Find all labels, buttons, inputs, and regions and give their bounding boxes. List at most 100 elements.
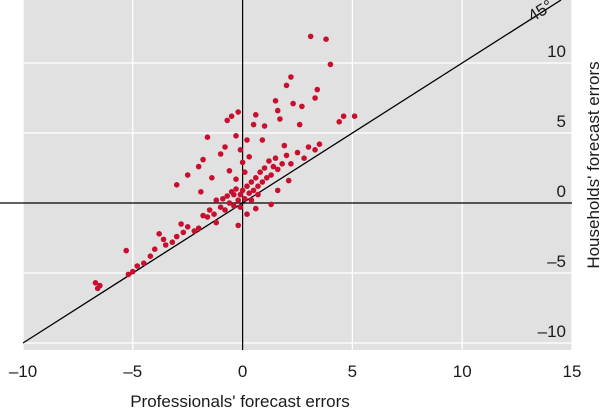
data-point	[255, 191, 261, 198]
data-point	[259, 137, 266, 143]
x-tick-label: –10	[9, 362, 37, 381]
data-point	[237, 204, 244, 210]
data-point	[195, 225, 202, 231]
data-point	[252, 205, 259, 212]
y-tick-label: 0	[557, 182, 566, 201]
data-point	[184, 224, 191, 230]
data-point	[123, 247, 130, 254]
y-axis-title: Households' forecast errors	[584, 61, 603, 268]
y-axis-ticks: 10 5 0 –5 –10	[538, 42, 566, 341]
y-tick-label: –10	[538, 322, 566, 341]
data-point	[204, 214, 211, 220]
data-point	[198, 189, 204, 195]
data-point	[246, 154, 252, 160]
data-point	[226, 168, 233, 174]
data-point	[239, 187, 246, 194]
data-points	[92, 33, 358, 292]
x-tick-label: 10	[453, 362, 472, 381]
data-point	[272, 155, 279, 161]
data-point	[244, 211, 250, 217]
data-point	[290, 100, 296, 107]
data-point	[283, 82, 290, 89]
data-point	[211, 211, 217, 217]
data-point	[266, 158, 272, 164]
data-point	[268, 172, 274, 178]
data-point	[323, 36, 329, 42]
data-point	[307, 33, 314, 40]
data-point	[178, 221, 184, 227]
data-point	[277, 116, 283, 122]
data-point	[147, 253, 154, 259]
data-point	[213, 197, 220, 203]
data-point	[351, 113, 358, 119]
data-point	[180, 229, 187, 236]
data-point	[226, 200, 233, 206]
data-point	[162, 242, 169, 248]
data-point	[316, 141, 323, 147]
data-point	[294, 149, 301, 156]
data-point	[336, 119, 343, 125]
data-point	[252, 175, 259, 181]
grid-lines	[22, 0, 573, 350]
data-point	[217, 204, 224, 210]
plot-background	[23, 0, 572, 350]
data-point	[259, 179, 266, 185]
data-point	[235, 222, 242, 229]
data-point	[231, 203, 237, 209]
data-point	[237, 147, 244, 153]
data-point	[125, 271, 132, 278]
data-point	[140, 260, 147, 267]
data-point	[274, 166, 281, 173]
data-point	[130, 268, 136, 275]
data-point	[184, 172, 191, 178]
data-point	[191, 228, 198, 234]
data-point	[222, 144, 228, 150]
data-point	[250, 187, 257, 194]
data-point	[312, 95, 318, 101]
data-point	[283, 152, 290, 159]
data-point	[241, 169, 248, 175]
x-tick-label: 15	[563, 362, 582, 381]
data-point	[204, 134, 211, 140]
data-point	[217, 151, 224, 157]
data-point	[244, 183, 250, 189]
data-point	[241, 196, 248, 202]
data-point	[288, 161, 294, 167]
data-point	[248, 197, 255, 203]
data-point	[257, 169, 263, 175]
data-point	[233, 176, 239, 182]
data-point	[195, 163, 202, 170]
x-tick-label: 0	[238, 362, 247, 381]
x-axis-ticks: –10 –5 0 5 10 15	[9, 362, 582, 381]
data-point	[173, 233, 180, 240]
data-point	[274, 187, 281, 194]
data-point	[233, 186, 239, 192]
data-point	[235, 197, 242, 203]
y-tick-label: 10	[547, 42, 566, 61]
y-tick-label: 5	[557, 112, 566, 131]
data-point	[244, 137, 250, 143]
data-point	[200, 156, 206, 163]
data-point	[246, 190, 252, 196]
data-point	[250, 121, 257, 128]
data-point	[213, 219, 220, 226]
data-point	[263, 175, 270, 181]
data-point	[327, 61, 334, 68]
data-point	[97, 282, 103, 289]
data-point	[305, 144, 312, 150]
data-point	[134, 263, 140, 269]
data-point	[156, 231, 162, 237]
data-point	[255, 183, 261, 189]
data-point	[312, 147, 318, 153]
data-point	[296, 121, 303, 128]
data-point	[235, 109, 242, 115]
data-point	[268, 201, 274, 208]
data-point	[288, 74, 294, 80]
data-point	[92, 280, 99, 286]
data-point	[299, 103, 305, 110]
reference-line-45	[22, 0, 562, 344]
x-tick-label: –5	[123, 362, 142, 381]
y-tick-label: –5	[547, 252, 566, 271]
data-point	[274, 107, 281, 114]
data-point	[220, 196, 226, 202]
